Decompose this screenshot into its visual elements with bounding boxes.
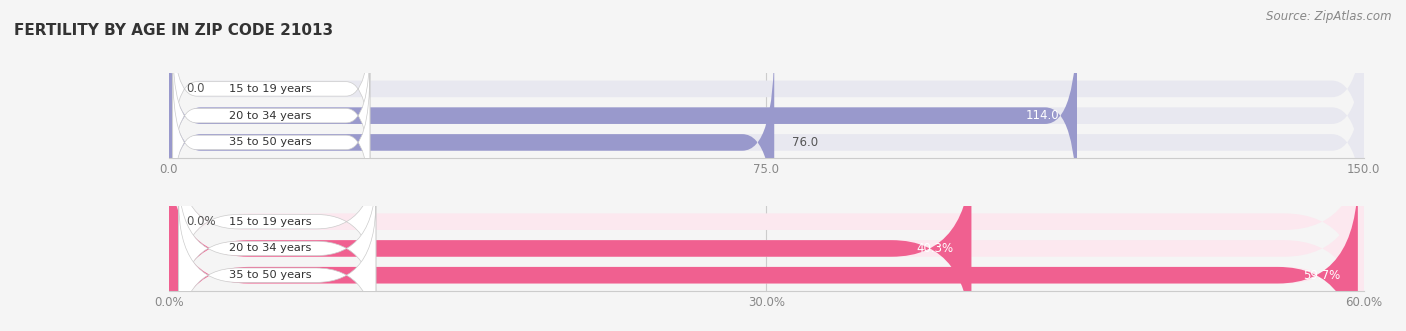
FancyBboxPatch shape [169, 123, 1364, 320]
Text: 0.0: 0.0 [187, 82, 205, 95]
Text: 0.0%: 0.0% [187, 215, 217, 228]
FancyBboxPatch shape [169, 44, 1364, 241]
FancyBboxPatch shape [179, 175, 375, 321]
Text: 76.0: 76.0 [792, 136, 818, 149]
Text: Source: ZipAtlas.com: Source: ZipAtlas.com [1267, 10, 1392, 23]
FancyBboxPatch shape [169, 150, 972, 331]
FancyBboxPatch shape [169, 44, 775, 241]
FancyBboxPatch shape [179, 149, 375, 295]
Text: 35 to 50 years: 35 to 50 years [229, 270, 312, 280]
FancyBboxPatch shape [169, 176, 1364, 331]
Text: 35 to 50 years: 35 to 50 years [229, 137, 312, 147]
Text: 20 to 34 years: 20 to 34 years [229, 243, 312, 254]
FancyBboxPatch shape [169, 176, 1358, 331]
FancyBboxPatch shape [173, 16, 370, 162]
FancyBboxPatch shape [169, 0, 1364, 188]
FancyBboxPatch shape [173, 69, 370, 215]
FancyBboxPatch shape [173, 43, 370, 189]
FancyBboxPatch shape [169, 150, 1364, 331]
FancyBboxPatch shape [179, 202, 375, 331]
Text: 114.0: 114.0 [1025, 109, 1059, 122]
Text: 40.3%: 40.3% [917, 242, 953, 255]
Text: 20 to 34 years: 20 to 34 years [229, 111, 312, 121]
Text: 15 to 19 years: 15 to 19 years [229, 217, 312, 227]
Text: 15 to 19 years: 15 to 19 years [229, 84, 312, 94]
FancyBboxPatch shape [169, 17, 1364, 214]
FancyBboxPatch shape [169, 17, 1077, 214]
Text: 59.7%: 59.7% [1303, 269, 1340, 282]
Text: FERTILITY BY AGE IN ZIP CODE 21013: FERTILITY BY AGE IN ZIP CODE 21013 [14, 23, 333, 38]
